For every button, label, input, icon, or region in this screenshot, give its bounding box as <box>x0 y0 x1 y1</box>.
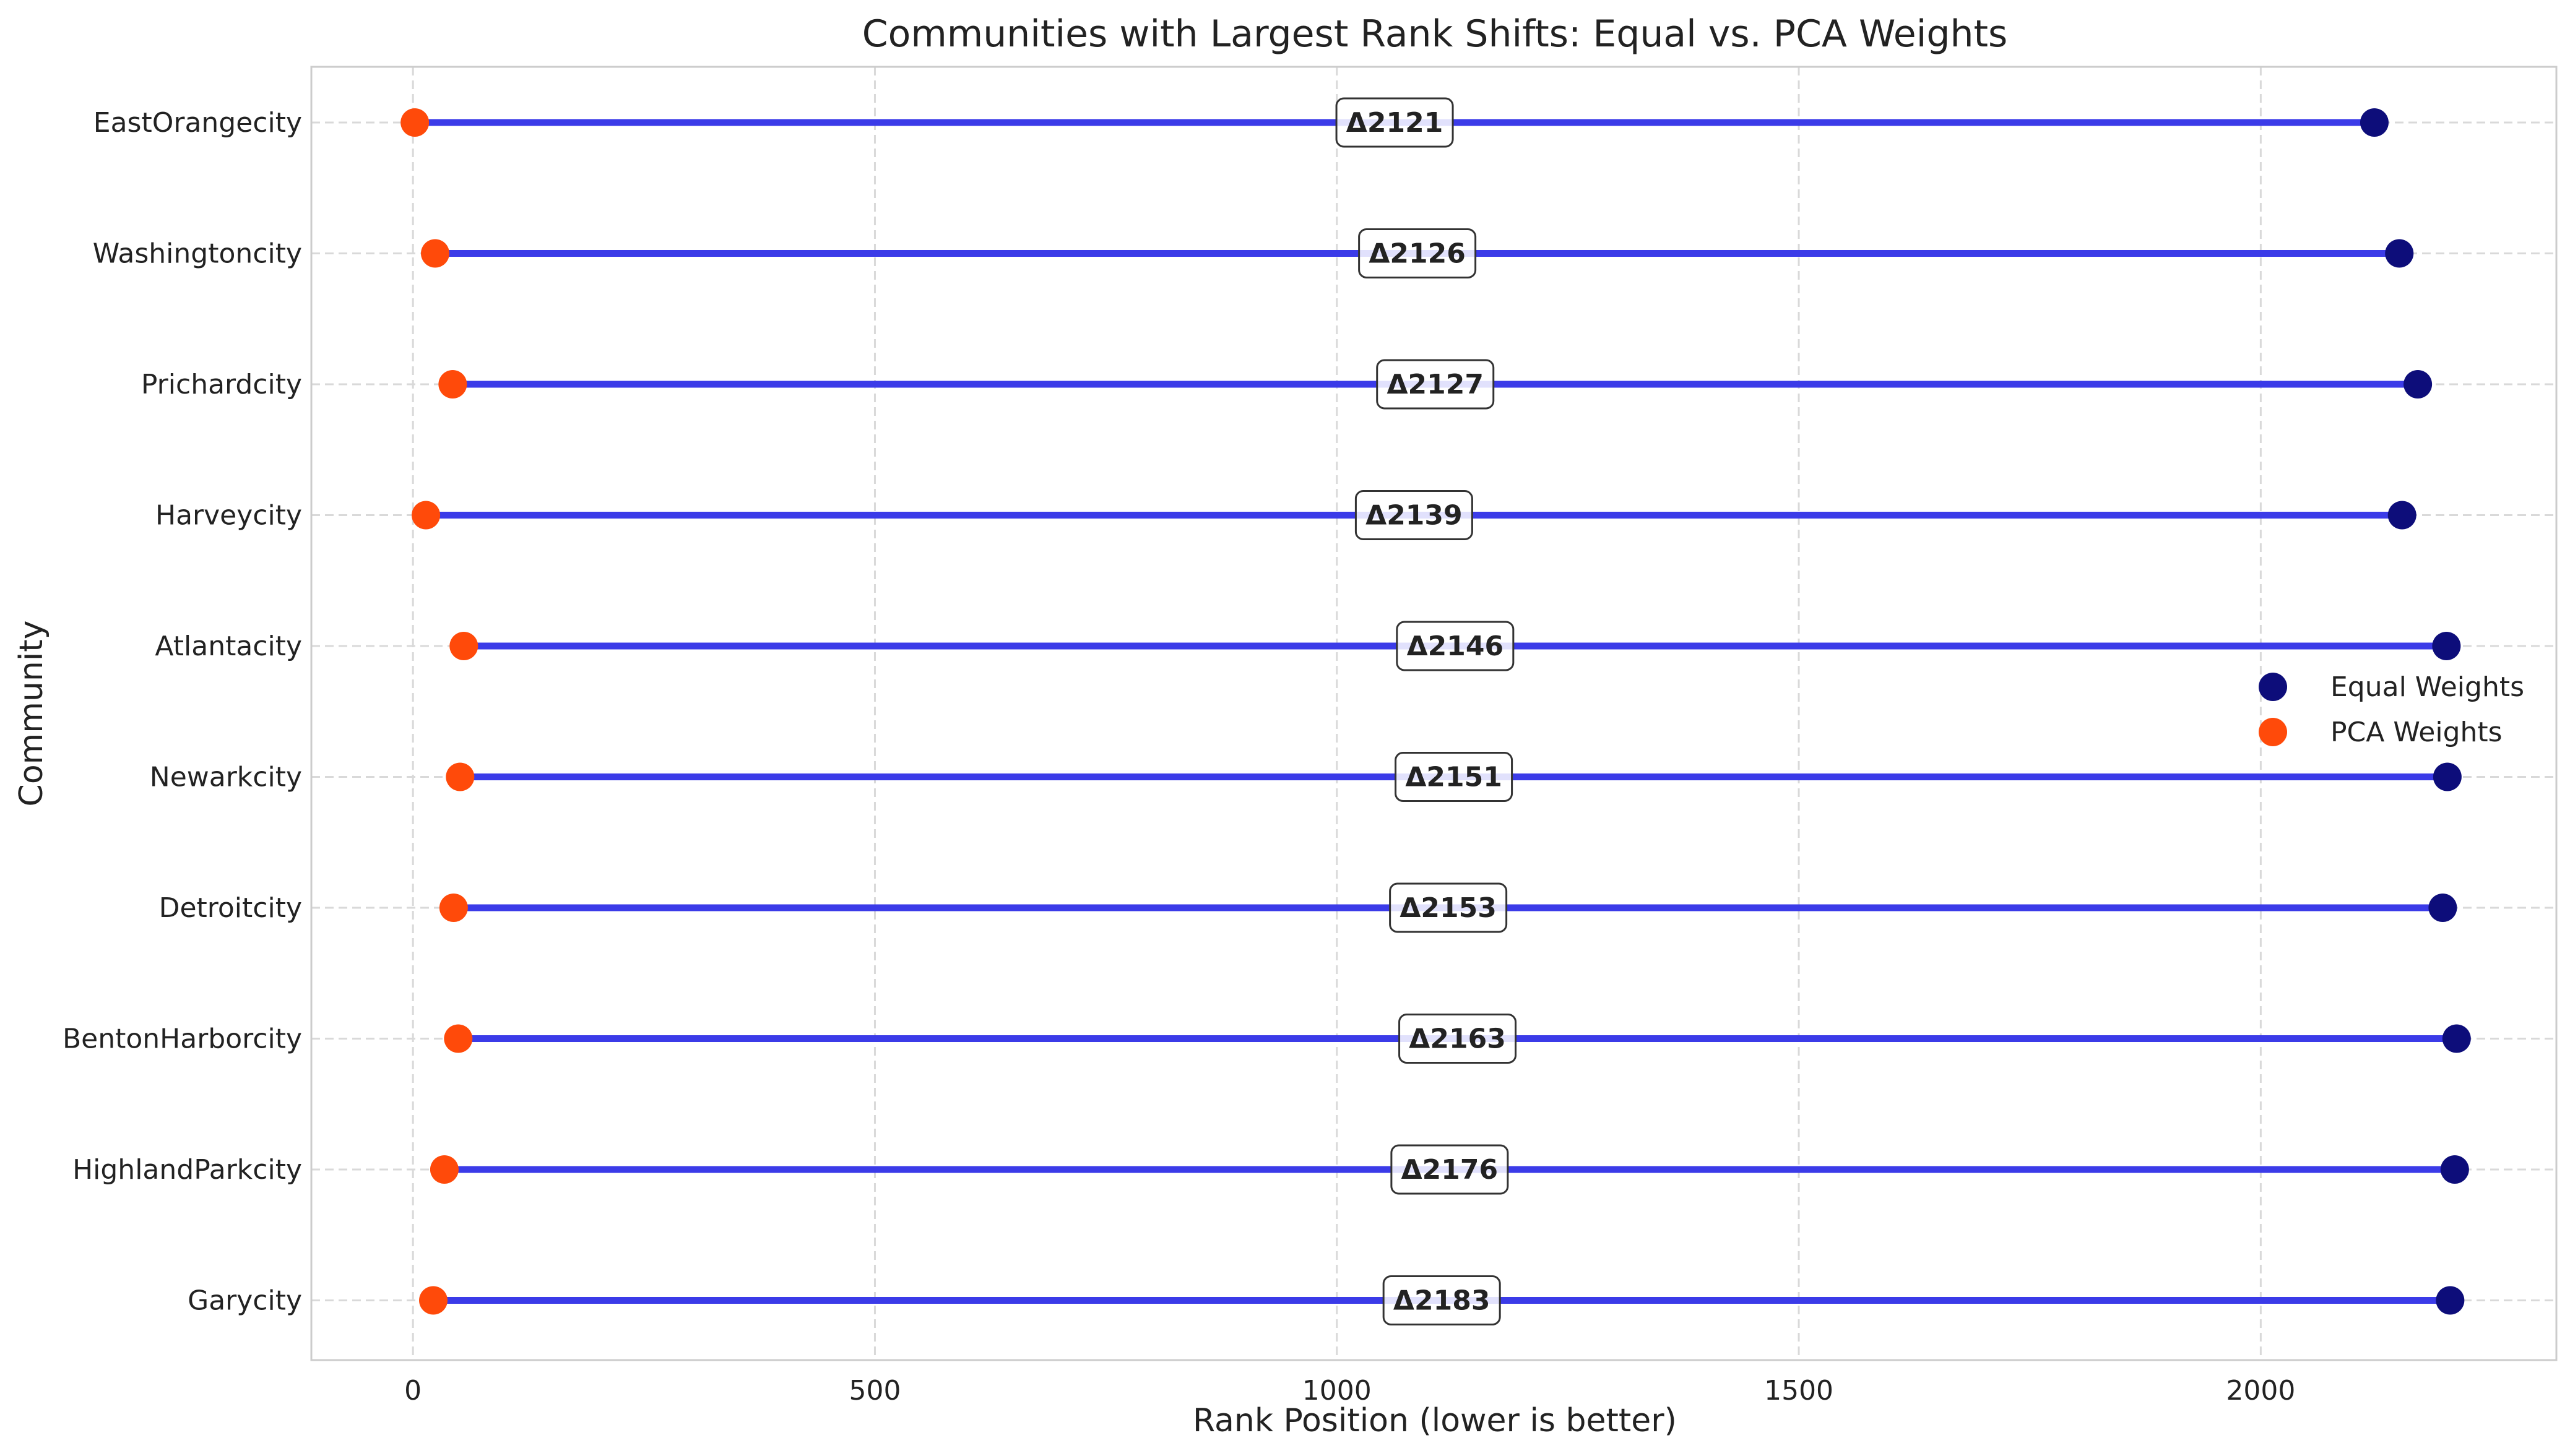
x-tick-label: 0 <box>404 1375 422 1406</box>
equal-weights-point <box>2387 501 2416 530</box>
equal-weights-point <box>2360 108 2389 137</box>
equal-weights-point <box>2428 894 2457 922</box>
pca-weights-point <box>439 894 468 922</box>
y-tick-labels: EastOrangecity Washingtoncity Prichardcity… <box>63 107 302 1317</box>
pca-weights-point <box>419 1286 448 1315</box>
equal-weights-point <box>2436 1286 2465 1315</box>
delta-label: Δ2163 <box>1409 1023 1506 1055</box>
delta-label-box <box>1358 228 1477 278</box>
delta-label-box <box>1396 621 1515 671</box>
delta-label-box <box>1382 1275 1501 1325</box>
delta-label: Δ2176 <box>1401 1154 1499 1186</box>
chart-title: Communities with Largest Rank Shifts: Eq… <box>862 12 2008 56</box>
community-label: HighlandParkcity <box>72 1154 302 1186</box>
community-label: Atlantacity <box>155 631 302 662</box>
community-label: Harveycity <box>155 500 302 532</box>
x-axis-label: Rank Position (lower is better) <box>1193 1402 1677 1439</box>
delta-label: Δ2126 <box>1369 238 1466 270</box>
pca-weights-point <box>444 1024 473 1053</box>
delta-label-box <box>1376 359 1495 410</box>
delta-label-box <box>1354 490 1473 540</box>
delta-label-box <box>1395 752 1513 802</box>
delta-label: Δ2121 <box>1346 107 1443 139</box>
legend-equal-marker <box>2259 673 2287 701</box>
pca-weights-point <box>449 632 478 660</box>
equal-weights-point <box>2442 1024 2471 1053</box>
x-tick-label: 2000 <box>2226 1375 2295 1406</box>
equal-weights-point <box>2440 1155 2469 1184</box>
legend-equal-label: Equal Weights <box>2330 671 2524 703</box>
community-label: Detroitcity <box>159 892 302 924</box>
x-tick-labels: 0 500 1000 1500 2000 <box>404 1375 2295 1406</box>
equal-weights-point <box>2385 239 2414 268</box>
delta-label: Δ2153 <box>1400 892 1497 924</box>
legend-pca-label: PCA Weights <box>2330 717 2503 748</box>
y-axis-label: Community <box>13 621 50 807</box>
community-label: BentonHarborcity <box>63 1023 302 1055</box>
delta-label: Δ2183 <box>1393 1285 1491 1317</box>
community-label: Washingtoncity <box>93 238 302 270</box>
rank-points <box>400 108 2471 1315</box>
delta-label-box <box>1390 1144 1509 1195</box>
equal-weights-point <box>2433 762 2462 791</box>
delta-label-box <box>1398 1014 1517 1064</box>
plot-frame <box>310 66 2558 1361</box>
equal-weights-point <box>2403 370 2433 398</box>
delta-label-box <box>1389 882 1508 933</box>
legend: Equal Weights PCA Weights <box>2259 671 2524 748</box>
delta-label-box <box>1335 97 1454 148</box>
community-label: EastOrangecity <box>93 107 302 139</box>
x-tick-label: 500 <box>849 1375 901 1406</box>
delta-label: Δ2127 <box>1387 369 1484 400</box>
delta-label: Δ2151 <box>1405 762 1502 793</box>
pca-weights-point <box>400 108 430 137</box>
x-tick-label: 1500 <box>1764 1375 1833 1406</box>
community-label: Garycity <box>188 1285 302 1317</box>
community-label: Prichardcity <box>141 369 302 400</box>
delta-label: Δ2146 <box>1407 631 1504 662</box>
legend-pca-marker <box>2259 718 2287 746</box>
community-label: Newarkcity <box>150 762 302 793</box>
delta-label: Δ2139 <box>1365 500 1463 532</box>
pca-weights-point <box>412 501 441 530</box>
delta-labels: Δ2121 Δ2126 Δ2127 Δ2139 Δ2146 Δ2151 Δ2153 Δ2163… <box>1335 97 1517 1325</box>
pca-weights-point <box>438 370 467 398</box>
pca-weights-point <box>430 1155 459 1184</box>
pca-weights-point <box>421 239 450 268</box>
equal-weights-point <box>2432 632 2461 660</box>
x-tick-label: 1000 <box>1302 1375 1372 1406</box>
pca-weights-point <box>446 762 475 791</box>
